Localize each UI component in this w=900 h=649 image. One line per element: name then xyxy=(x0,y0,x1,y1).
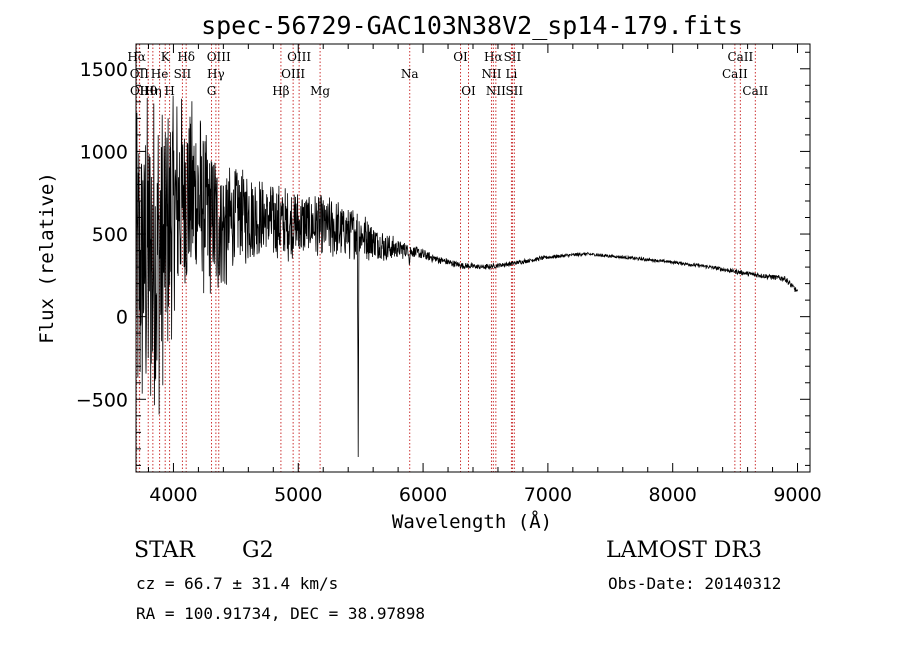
redshift-line: cz = 66.7 ± 31.4 km/s xyxy=(136,574,339,593)
y-tick-label: 1500 xyxy=(80,59,128,81)
spectral-line-label: He xyxy=(151,67,169,81)
spectrum-trace xyxy=(135,95,798,458)
x-tick-label: 9000 xyxy=(773,484,821,506)
spectral-line-label: OI xyxy=(461,84,476,98)
spectral-line-label: OI xyxy=(453,50,468,64)
x-axis-label: Wavelength (Å) xyxy=(392,510,552,533)
survey-name: LAMOST DR3 xyxy=(606,538,762,563)
spectral-line-label: Hα xyxy=(484,50,503,64)
y-tick-label: −500 xyxy=(76,389,128,411)
spectral-line-label: Hβ xyxy=(272,84,289,98)
coordinates: RA = 100.91734, DEC = 38.97898 xyxy=(136,604,425,623)
spectral-line-label: OIII xyxy=(281,67,305,81)
spectral-line-label: NII xyxy=(481,67,501,81)
spectral-line-label: OIII xyxy=(287,50,311,64)
y-tick-label: 500 xyxy=(92,224,128,246)
object-class: STAR xyxy=(134,538,195,563)
spectral-line-label: Hη xyxy=(144,84,162,98)
spectrum xyxy=(135,95,798,458)
y-axis-label: Flux (relative) xyxy=(36,172,58,344)
chart-title: spec-56729-GAC103N38V2_sp14-179.fits xyxy=(201,11,743,40)
y-tick-label: 0 xyxy=(116,307,128,329)
x-tick-label: 6000 xyxy=(399,484,447,506)
spectral-line-label: SII xyxy=(505,84,523,98)
spectral-line-label: Hγ xyxy=(207,67,225,81)
spectral-line-label: Na xyxy=(401,67,419,81)
spectral-line-label: OII xyxy=(130,67,150,81)
spectral-line-label: CaII xyxy=(742,84,768,98)
spectral-line-label: Hδ xyxy=(177,50,195,64)
obs-date: Obs-Date: 20140312 xyxy=(608,574,782,593)
spectral-line-label: H xyxy=(164,84,174,98)
x-tick-label: 5000 xyxy=(274,484,322,506)
spectral-line-label: OII xyxy=(130,84,150,98)
spectral-line-label: CaII xyxy=(722,67,748,81)
spectral-line-label: SII xyxy=(174,67,192,81)
spectral-line-label: Li xyxy=(506,67,518,81)
spectral-line-label: G xyxy=(207,84,217,98)
plot-frame xyxy=(135,43,811,473)
spectral-line-label: K xyxy=(161,50,171,64)
y-tick-label: 1000 xyxy=(80,141,128,163)
spectral-line-label: OIII xyxy=(207,50,231,64)
axis-ticks: 4000 5000 6000 7000 8000 9000 −500 0 500 1000 1500 xyxy=(76,44,822,506)
spectral-line-label: SII xyxy=(504,50,522,64)
object-subclass: G2 xyxy=(242,538,274,563)
spectral-line-label: CaII xyxy=(727,50,753,64)
x-tick-label: 4000 xyxy=(149,484,197,506)
x-tick-label: 8000 xyxy=(649,484,697,506)
spectral-line-label: NII xyxy=(486,84,506,98)
x-tick-label: 7000 xyxy=(524,484,572,506)
spectral-line-label: Hα xyxy=(127,50,146,64)
spectral-line-label: Mg xyxy=(310,84,330,98)
